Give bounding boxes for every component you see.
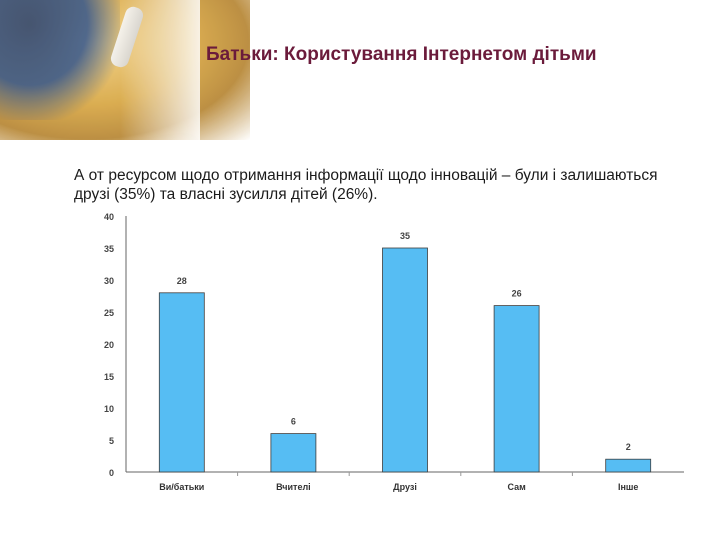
y-tick-label: 5	[109, 436, 114, 446]
bar	[270, 433, 317, 473]
bar-value-label: 28	[177, 276, 187, 286]
y-tick-label: 0	[109, 468, 114, 478]
x-category-label: Інше	[618, 482, 638, 492]
bar-chart: 0 5 10 15 20 25 30 35 40 28 Ви/батьки 6 Вчителі 35 Дру…	[100, 210, 690, 495]
slide-paragraph: А от ресурсом щодо отримання інформації …	[74, 167, 658, 203]
x-category-label: Вчителі	[276, 482, 311, 492]
bar-value-label: 6	[291, 417, 296, 427]
header-artwork	[0, 0, 720, 150]
bar	[382, 247, 428, 473]
y-tick-label: 15	[104, 372, 114, 382]
y-tick-label: 35	[104, 244, 114, 254]
x-category-label: Ви/батьки	[159, 482, 204, 492]
bar	[158, 292, 205, 473]
x-category-label: Друзі	[393, 482, 417, 492]
y-tick-label: 40	[104, 212, 114, 222]
y-tick-label: 25	[104, 308, 114, 318]
bar	[493, 305, 540, 473]
bar-value-label: 35	[400, 231, 410, 241]
y-tick-label: 30	[104, 276, 114, 286]
slide-title: Батьки: Користування Інтернетом дітьми	[206, 44, 597, 65]
y-tick-label: 20	[104, 340, 114, 350]
bar-value-label: 26	[512, 289, 522, 299]
y-tick-label: 10	[104, 404, 114, 414]
bar-chart-svg: 0 5 10 15 20 25 30 35 40 28 Ви/батьки 6 Вчителі 35 Дру…	[104, 212, 684, 492]
x-category-label: Сам	[507, 482, 526, 492]
bar	[605, 458, 652, 473]
bar-value-label: 2	[626, 442, 631, 452]
